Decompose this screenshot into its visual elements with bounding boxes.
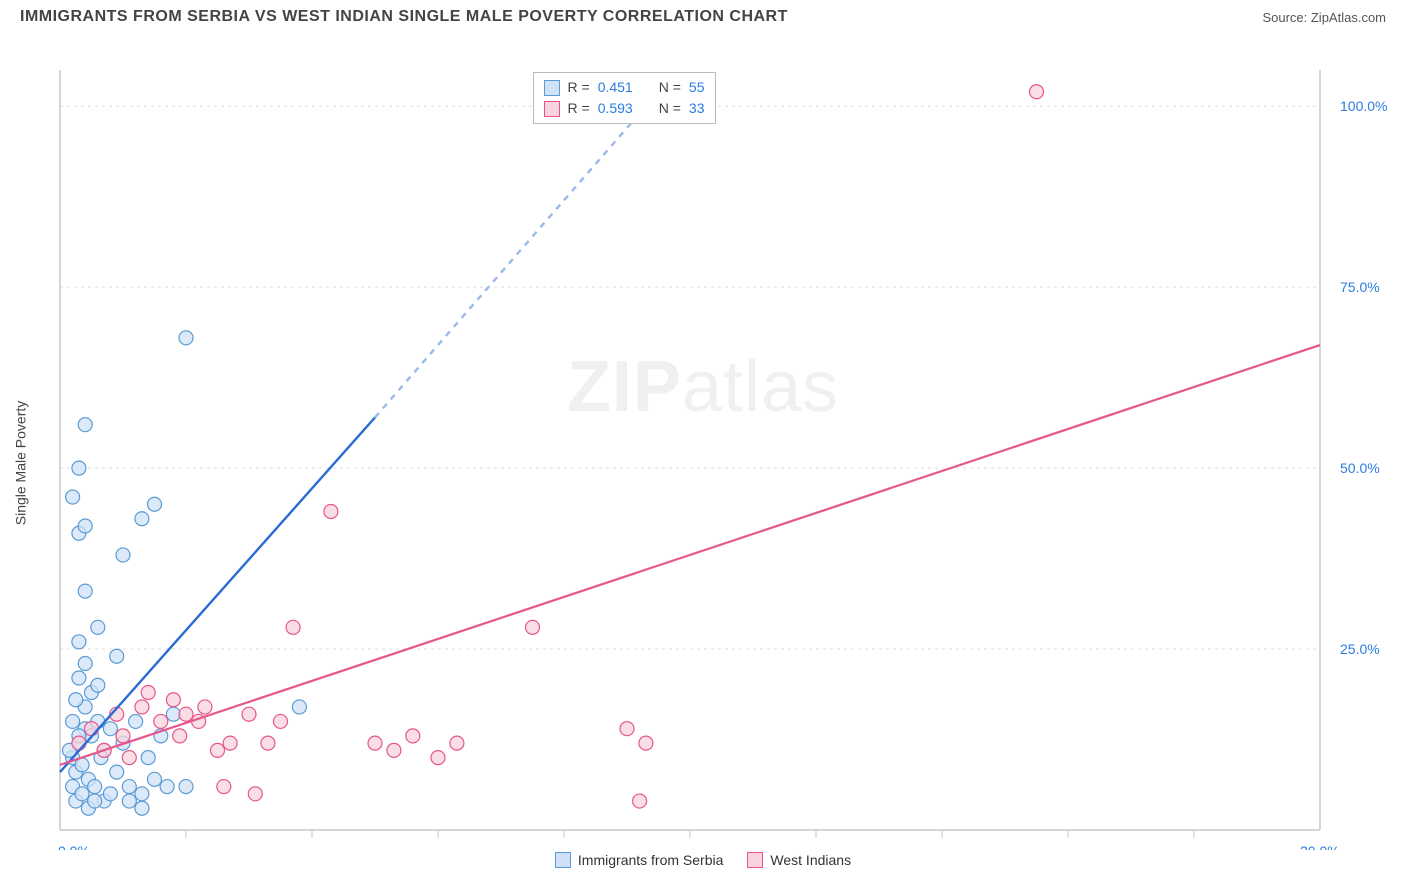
n-label: N =: [659, 98, 681, 119]
data-point: [261, 736, 275, 750]
data-point: [141, 685, 155, 699]
data-point: [450, 736, 464, 750]
source-label: Source: ZipAtlas.com: [1262, 10, 1386, 25]
r-label: R =: [568, 77, 590, 98]
data-point: [88, 794, 102, 808]
y-tick-label: 100.0%: [1340, 98, 1387, 114]
data-point: [103, 787, 117, 801]
title-bar: IMMIGRANTS FROM SERBIA VS WEST INDIAN SI…: [0, 0, 1406, 30]
data-point: [72, 635, 86, 649]
data-point: [135, 512, 149, 526]
data-point: [223, 736, 237, 750]
data-point: [135, 700, 149, 714]
data-point: [85, 722, 99, 736]
data-point: [78, 418, 92, 432]
data-point: [148, 772, 162, 786]
data-point: [173, 729, 187, 743]
data-point: [72, 461, 86, 475]
data-point: [72, 736, 86, 750]
data-point: [91, 620, 105, 634]
n-label: N =: [659, 77, 681, 98]
data-point: [620, 722, 634, 736]
data-point: [526, 620, 540, 634]
correlation-box: R = 0.451 N = 55 R = 0.593 N = 33: [533, 72, 716, 124]
chart-title: IMMIGRANTS FROM SERBIA VS WEST INDIAN SI…: [20, 8, 788, 26]
data-point: [78, 584, 92, 598]
data-point: [633, 794, 647, 808]
y-tick-label: 25.0%: [1340, 641, 1380, 657]
data-point: [78, 519, 92, 533]
data-point: [122, 751, 136, 765]
data-point: [179, 707, 193, 721]
scatter-chart-svg: 25.0% 50.0% 75.0% 100.0% 0.0% 20.0%: [0, 30, 1406, 850]
data-point: [274, 714, 288, 728]
data-point: [179, 331, 193, 345]
correlation-row: R = 0.593 N = 33: [544, 98, 705, 119]
data-point: [91, 678, 105, 692]
chart-area: Single Male Poverty ZIPatlas 25.0%50.0%7…: [0, 30, 1406, 880]
data-point: [122, 794, 136, 808]
data-point: [248, 787, 262, 801]
data-point: [75, 787, 89, 801]
data-point: [166, 707, 180, 721]
data-point: [179, 780, 193, 794]
data-point: [72, 671, 86, 685]
data-point: [103, 722, 117, 736]
data-point: [324, 505, 338, 519]
r-label: R =: [568, 98, 590, 119]
data-point: [116, 548, 130, 562]
y-tick-label: 50.0%: [1340, 460, 1380, 476]
x-tick-label: 0.0%: [58, 843, 90, 850]
correlation-row: R = 0.451 N = 55: [544, 77, 705, 98]
data-point: [639, 736, 653, 750]
data-point: [141, 751, 155, 765]
data-point: [110, 649, 124, 663]
data-point: [286, 620, 300, 634]
data-point: [66, 714, 80, 728]
legend-swatch: [544, 80, 560, 96]
data-point: [368, 736, 382, 750]
trend-line: [60, 417, 375, 772]
y-axis-label: Single Male Poverty: [12, 401, 28, 526]
n-value: 55: [689, 77, 705, 98]
r-value: 0.451: [598, 77, 633, 98]
data-point: [242, 707, 256, 721]
data-point: [135, 801, 149, 815]
data-point: [129, 714, 143, 728]
data-point: [88, 780, 102, 794]
data-point: [116, 729, 130, 743]
data-point: [160, 780, 174, 794]
data-point: [211, 743, 225, 757]
y-tick-label: 75.0%: [1340, 279, 1380, 295]
n-value: 33: [689, 98, 705, 119]
data-point: [217, 780, 231, 794]
trend-line: [60, 345, 1320, 765]
data-point: [66, 490, 80, 504]
data-point: [122, 780, 136, 794]
data-point: [387, 743, 401, 757]
data-point: [135, 787, 149, 801]
x-tick-label: 20.0%: [1300, 843, 1340, 850]
data-point: [406, 729, 420, 743]
data-point: [78, 657, 92, 671]
data-point: [292, 700, 306, 714]
trend-line-dashed: [375, 92, 659, 418]
data-point: [110, 765, 124, 779]
data-point: [69, 693, 83, 707]
data-point: [154, 714, 168, 728]
data-point: [198, 700, 212, 714]
data-point: [431, 751, 445, 765]
r-value: 0.593: [598, 98, 633, 119]
legend-swatch: [544, 101, 560, 117]
data-point: [1030, 85, 1044, 99]
data-point: [148, 497, 162, 511]
data-point: [166, 693, 180, 707]
